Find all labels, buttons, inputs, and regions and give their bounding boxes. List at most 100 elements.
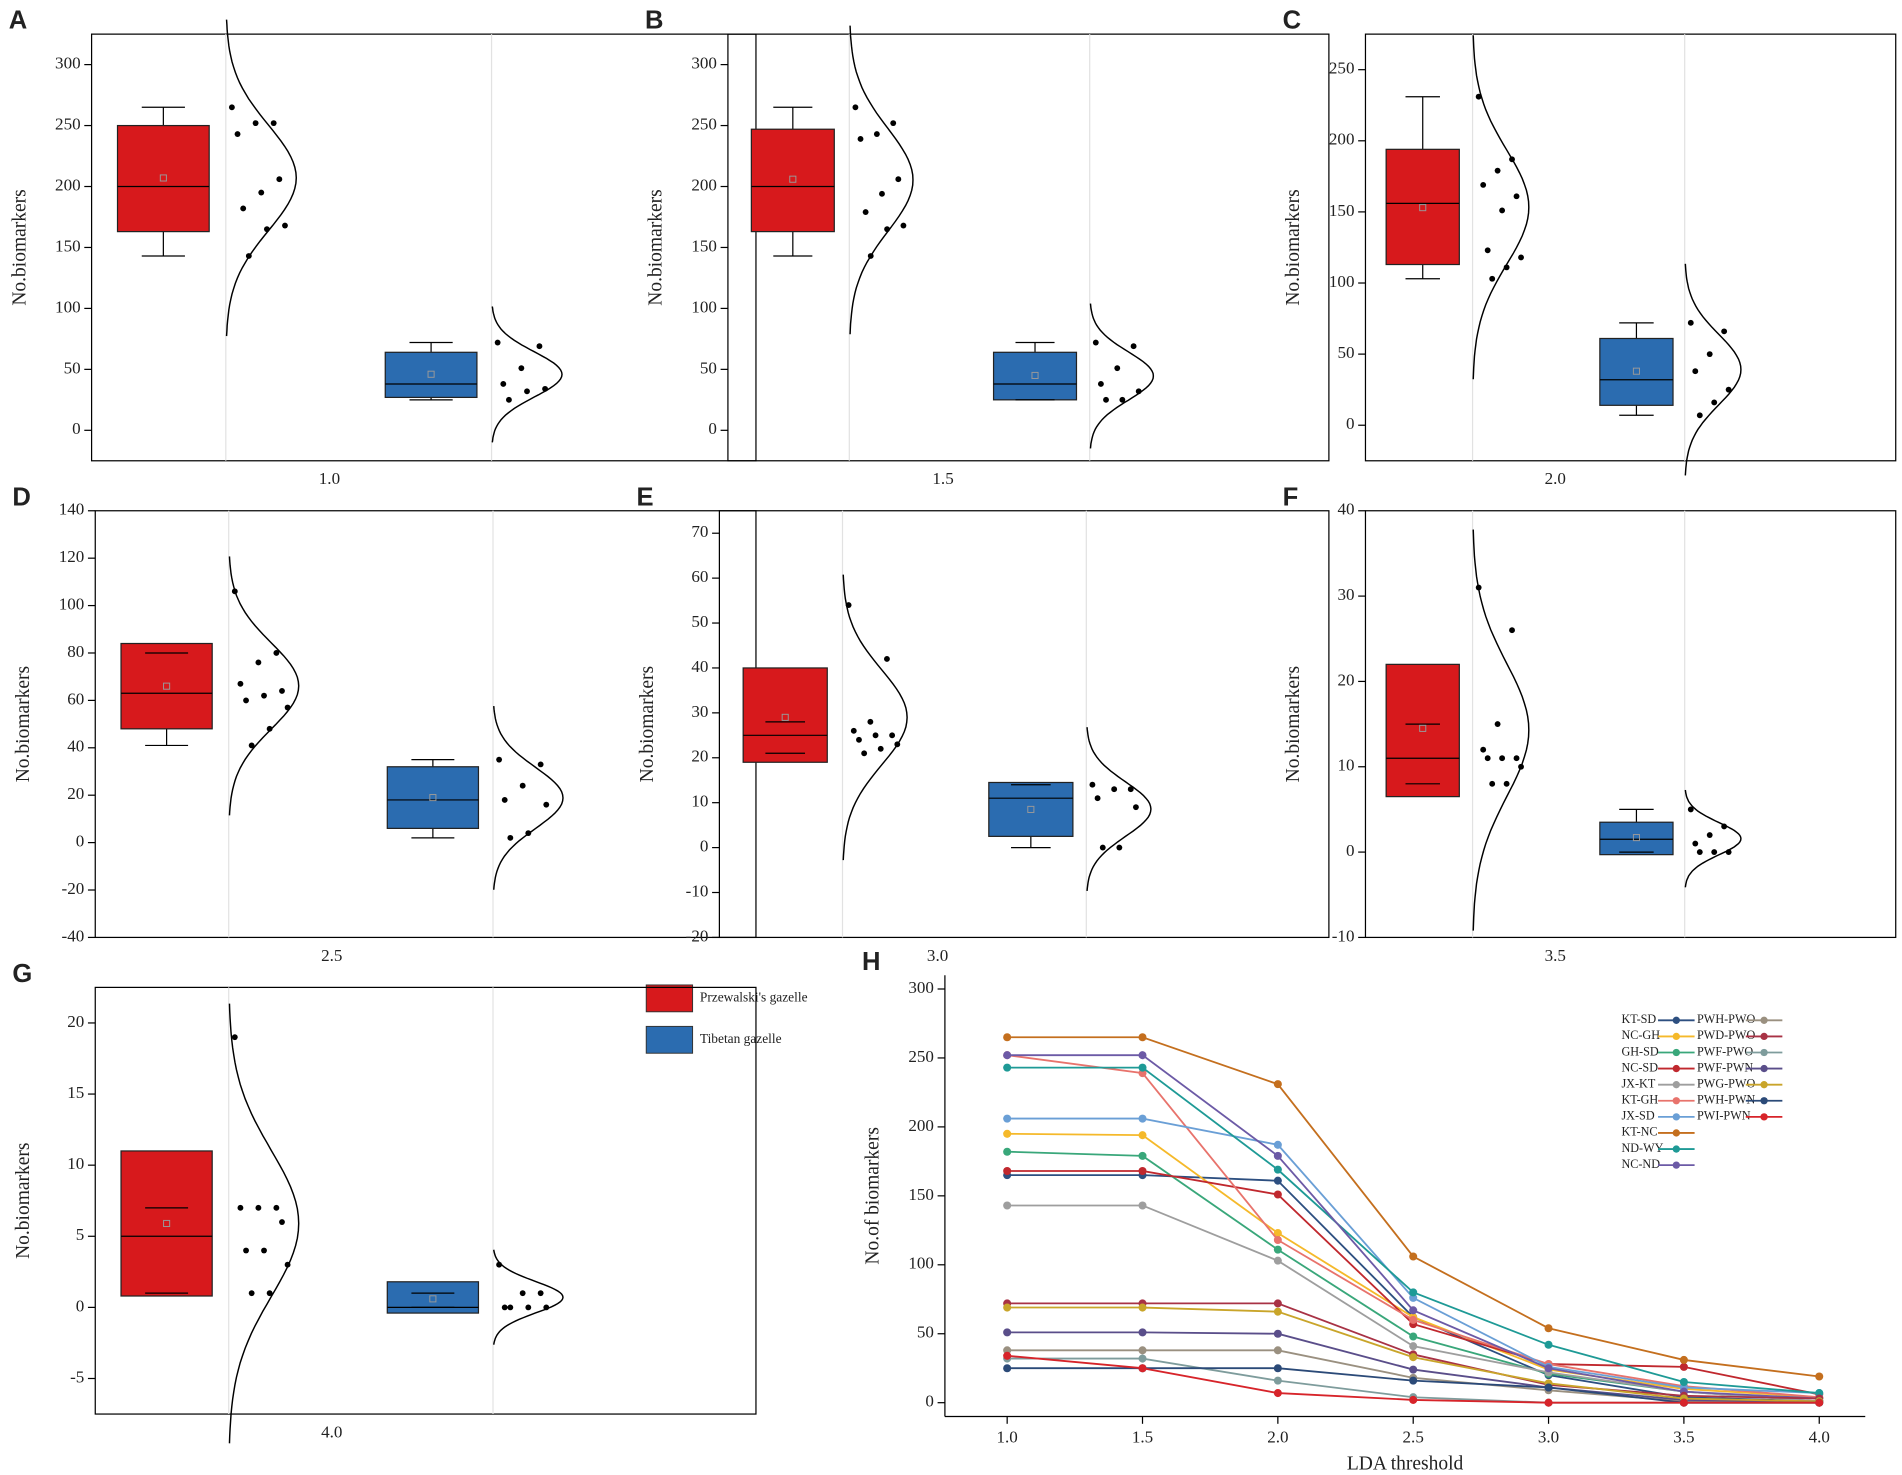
- series-point: [1003, 1114, 1012, 1123]
- series-point: [1138, 1114, 1147, 1123]
- legend-swatch: [645, 1025, 694, 1054]
- legend-swatch: [645, 984, 694, 1013]
- data-point: [279, 687, 285, 694]
- y-axis-label: No.biomarkers: [9, 189, 30, 305]
- mean-marker: [781, 713, 789, 721]
- series-point: [1138, 1303, 1147, 1312]
- series-point: [1138, 1364, 1147, 1373]
- series-point: [1273, 1245, 1282, 1254]
- data-point: [496, 756, 503, 763]
- series-point: [1409, 1252, 1418, 1261]
- series-point: [1273, 1140, 1282, 1149]
- density-curve: [493, 705, 564, 890]
- box: [1599, 337, 1674, 406]
- series-point: [1815, 1398, 1824, 1407]
- data-point: [496, 1261, 503, 1268]
- y-tick-label: 10: [67, 1154, 84, 1173]
- y-tick-label: 150: [908, 1185, 934, 1204]
- data-point: [1513, 755, 1520, 762]
- legend-swatch-dot: [1672, 1032, 1680, 1041]
- data-point: [240, 205, 247, 212]
- series-point: [1544, 1383, 1553, 1392]
- x-tick-label: 1.0: [319, 469, 340, 488]
- series-point: [1273, 1329, 1282, 1338]
- series-point: [1409, 1332, 1418, 1341]
- y-tick-label: 250: [691, 114, 717, 133]
- panel-letter: B: [645, 7, 663, 35]
- data-point: [1499, 207, 1506, 214]
- data-point: [258, 189, 265, 196]
- y-tick-label: 300: [691, 54, 717, 73]
- data-point: [1721, 328, 1728, 335]
- data-point: [890, 120, 897, 127]
- y-tick-label: 40: [67, 737, 84, 756]
- legend-label: PWD-PWO: [1697, 1028, 1755, 1042]
- data-point: [518, 365, 525, 372]
- y-tick-label: -40: [62, 926, 85, 945]
- x-tick-label: 2.0: [1545, 469, 1566, 488]
- y-axis-label: No.biomarkers: [646, 189, 667, 305]
- y-tick-label: 60: [67, 689, 84, 708]
- data-point: [1092, 339, 1099, 346]
- data-point: [895, 176, 902, 183]
- x-tick-label: 1.0: [997, 1427, 1018, 1446]
- series-point: [1273, 1256, 1282, 1265]
- x-tick-label: 1.5: [932, 469, 953, 488]
- data-point: [501, 1304, 508, 1311]
- x-tick-label: 4.0: [1809, 1427, 1830, 1446]
- legend-swatch-dot: [1672, 1081, 1680, 1089]
- data-point: [1509, 156, 1515, 163]
- data-point: [1132, 804, 1139, 811]
- data-point: [273, 650, 280, 656]
- series-point: [1273, 1364, 1282, 1373]
- y-tick-label: 50: [64, 358, 81, 377]
- data-point: [536, 343, 543, 350]
- data-point: [279, 1219, 285, 1225]
- data-point: [867, 253, 874, 259]
- legend-swatch-dot: [1760, 1032, 1768, 1041]
- y-tick-label: 100: [59, 594, 85, 613]
- data-point: [1687, 806, 1694, 813]
- y-tick-label: -10: [686, 881, 709, 900]
- y-tick-label: 10: [691, 792, 708, 811]
- y-axis-label: No.of biomarkers: [863, 1127, 884, 1265]
- mean-marker: [1419, 204, 1427, 212]
- legend-label: GH-SD: [1621, 1044, 1658, 1058]
- data-point: [1513, 193, 1520, 200]
- series-point: [1003, 1364, 1012, 1373]
- data-point: [1503, 780, 1510, 787]
- panel-letter: F: [1283, 483, 1299, 511]
- data-point: [507, 834, 514, 841]
- data-point: [1099, 844, 1106, 851]
- y-tick-label: 150: [55, 236, 81, 255]
- y-tick-label: 0: [925, 1392, 934, 1411]
- x-tick-label: 4.0: [321, 1422, 342, 1441]
- y-tick-label: 10: [1337, 756, 1354, 775]
- data-point: [845, 602, 852, 609]
- y-tick-label: 50: [1337, 343, 1354, 362]
- y-tick-label: 150: [1329, 201, 1355, 220]
- series-point: [1003, 1303, 1012, 1312]
- y-tick-label: 0: [1346, 841, 1355, 860]
- data-point: [852, 104, 859, 111]
- data-point: [862, 209, 869, 216]
- y-tick-label: -20: [686, 926, 709, 945]
- data-point: [873, 131, 880, 138]
- data-point: [1111, 786, 1118, 793]
- data-point: [1518, 763, 1524, 770]
- series-point: [1273, 1190, 1282, 1199]
- y-tick-label: 50: [691, 612, 708, 631]
- panel-letter: H: [862, 948, 880, 976]
- legend-label: PWF-PWO: [1697, 1044, 1753, 1058]
- series-point: [1409, 1365, 1418, 1374]
- box: [988, 781, 1074, 837]
- mean-marker: [1027, 805, 1035, 813]
- density-curve: [1472, 35, 1530, 380]
- series-point: [1544, 1398, 1553, 1407]
- y-axis-label: No.biomarkers: [1283, 666, 1304, 782]
- y-tick-label: 30: [1337, 585, 1354, 604]
- data-point: [524, 388, 530, 395]
- legend-label: ND-WY: [1621, 1141, 1663, 1155]
- legend-label: PWH-PWO: [1697, 1012, 1755, 1026]
- y-tick-label: 50: [917, 1323, 934, 1342]
